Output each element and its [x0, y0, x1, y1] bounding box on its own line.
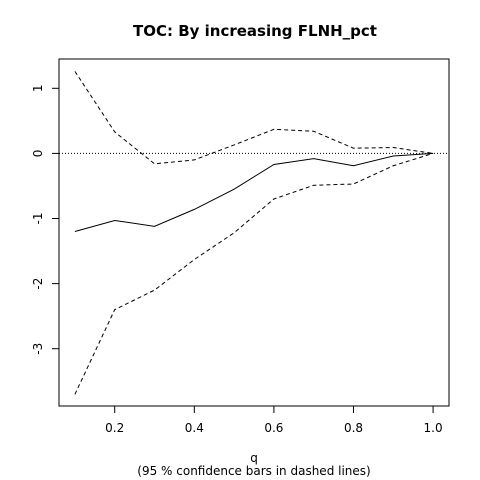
x-tick-label: 1.0	[424, 421, 443, 435]
x-tick-label: 0.8	[344, 421, 363, 435]
chart-note: (95 % confidence bars in dashed lines)	[137, 464, 370, 478]
x-axis-label: q	[250, 451, 258, 465]
chart-title: TOC: By increasing FLNH_pct	[133, 22, 377, 40]
estimate-line	[74, 152, 434, 233]
x-tick-label: 0.2	[105, 421, 124, 435]
x-axis: 0.2 0.4 0.6 0.8 1.0	[105, 405, 443, 435]
y-tick-label: -1	[31, 213, 45, 225]
x-tick-label: 0.4	[185, 421, 204, 435]
y-tick-label: 0	[31, 150, 45, 158]
y-axis: -3 -2 -1 0 1	[31, 84, 60, 355]
plot-frame	[58, 58, 450, 407]
y-tick-label: -2	[31, 278, 45, 290]
x-tick-label: 0.6	[264, 421, 283, 435]
confidence-line-1	[74, 71, 434, 165]
confidence-line-2	[74, 152, 434, 395]
y-tick-label: -3	[31, 343, 45, 355]
y-tick-label: 1	[31, 84, 45, 92]
series-group	[74, 71, 434, 395]
